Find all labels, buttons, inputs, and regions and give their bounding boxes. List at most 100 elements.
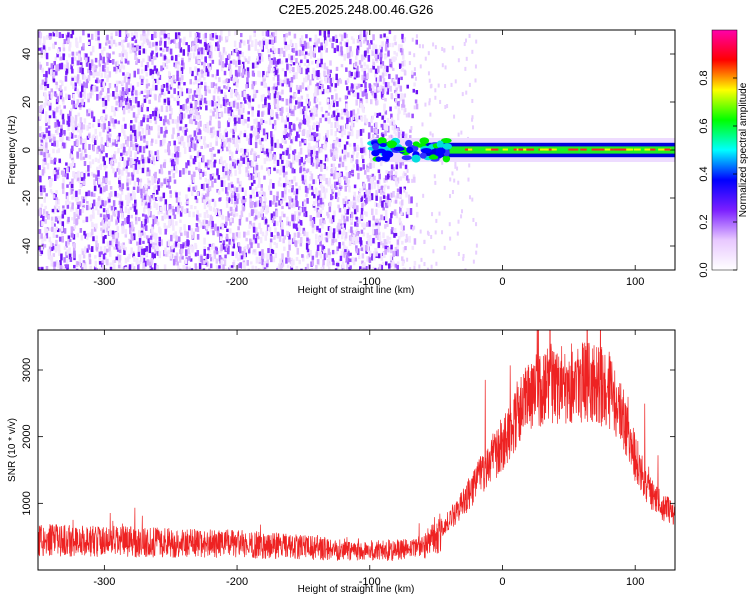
spectrogram-cell <box>202 225 205 229</box>
spectrogram-cell <box>284 124 287 131</box>
spectrogram-cell <box>302 167 306 172</box>
spectrogram-cell <box>285 33 288 38</box>
spectrogram-cell <box>87 41 90 46</box>
spectrogram-cell <box>303 212 306 217</box>
spectrogram-cell <box>405 191 408 198</box>
spectrogram-cell <box>314 233 318 240</box>
spectrogram-cell <box>297 214 300 219</box>
spectrogram-cell <box>321 204 324 211</box>
spectrogram-cell <box>338 157 342 162</box>
spectrogram-cell <box>304 175 307 180</box>
spectrogram-cell <box>378 189 381 194</box>
spectrogram-cell <box>270 248 274 254</box>
spectrogram-cell <box>247 116 250 122</box>
spectrogram-cell <box>312 150 315 158</box>
spectrogram-cell <box>111 230 115 235</box>
spectrogram-cell <box>121 266 125 270</box>
spectrogram-cell <box>308 125 311 130</box>
spectrogram-cell <box>115 231 118 237</box>
spectrogram-cell <box>259 237 263 244</box>
spectrogram-cell <box>100 230 104 238</box>
spectrogram-cell <box>279 153 283 160</box>
spectrogram-cell <box>306 59 309 63</box>
spectrogram-cell <box>153 78 157 84</box>
spectrogram-cell <box>135 60 138 65</box>
spectrogram-cell <box>317 122 320 128</box>
spectrogram-cell <box>166 119 170 124</box>
spectrogram-cell <box>237 135 241 140</box>
spectrogram-cell <box>394 174 397 181</box>
spectrogram-cell <box>234 76 237 82</box>
spectrogram-cell <box>338 188 341 196</box>
spectrogram-cell <box>351 84 354 89</box>
spectrogram-cell <box>88 144 91 150</box>
spectrogram-cell <box>409 135 412 141</box>
spectrogram-cell <box>72 251 76 259</box>
spectrogram-cell <box>400 76 403 81</box>
spectrogram-cell <box>95 244 99 251</box>
spectrogram-cell <box>380 64 383 69</box>
spectrogram-cell <box>373 250 376 258</box>
spectrogram-cell <box>38 146 42 152</box>
spectrogram-cell <box>102 178 105 184</box>
spectrogram-cell <box>146 61 150 68</box>
spectrogram-cell <box>106 66 109 73</box>
spectrogram-cell <box>321 164 325 169</box>
spectrogram-cell <box>159 116 163 122</box>
spectrogram-cell <box>51 135 54 141</box>
spectrogram-cell <box>191 246 195 251</box>
spectrogram-cell <box>344 165 348 171</box>
spectrogram-cell <box>76 76 80 84</box>
spectrogram-cell <box>378 178 381 185</box>
spectrogram-cell <box>124 94 127 99</box>
spectrogram-cell <box>87 190 91 197</box>
spectrogram-cell <box>126 178 129 185</box>
spectrogram-cell <box>363 191 367 199</box>
spectrogram-cell <box>72 226 75 231</box>
spectrogram-cell <box>115 67 118 72</box>
spectrogram-cell <box>321 222 324 229</box>
spectrogram-cell <box>359 167 363 171</box>
spectrogram-cell <box>178 256 182 263</box>
spectrogram-cell <box>246 101 250 105</box>
spectrogram-cell <box>248 102 251 109</box>
spectrogram-cell <box>274 30 278 36</box>
spectrogram-cell <box>177 32 181 36</box>
spectrogram-cell <box>220 89 223 94</box>
spectrogram-cell <box>204 261 207 266</box>
spectrogram-cell <box>397 77 401 85</box>
spectrogram-cell <box>39 64 43 70</box>
spectrogram-cell <box>362 222 365 228</box>
spectrogram-cell <box>216 230 220 237</box>
spectrogram-cell <box>236 198 239 204</box>
spectrogram-cell <box>292 150 295 155</box>
spectrogram-cell <box>180 251 183 257</box>
spectrogram-cell <box>400 211 403 216</box>
spectrogram-cell <box>146 170 149 177</box>
spectrogram-cell <box>293 33 297 39</box>
spectrogram-cell <box>45 127 49 134</box>
spectrogram-cell <box>233 126 237 130</box>
spectrogram-cell <box>148 261 152 266</box>
spectrogram-cell <box>353 147 357 152</box>
spectrogram-cell <box>122 45 125 52</box>
spectrogram-cell <box>336 246 340 252</box>
spectrogram-cell <box>392 119 396 125</box>
spectrogram-cell <box>99 213 103 218</box>
spectrogram-cell <box>239 149 243 153</box>
spectrogram-cell <box>131 224 134 229</box>
spectrogram-cell <box>293 190 296 195</box>
spectrogram-cell <box>124 194 128 201</box>
spectrogram-cell <box>179 47 183 53</box>
spectrogram-cell <box>216 130 220 138</box>
spectrogram-cell <box>106 214 110 218</box>
spectrogram-cell <box>312 216 316 224</box>
spectrogram-cell <box>325 254 329 258</box>
spectrogram-cell <box>105 177 108 184</box>
spectrogram-cell <box>72 171 75 178</box>
spectrogram-cell <box>162 55 165 61</box>
spectrogram-cell <box>255 232 259 238</box>
spectrogram-cell <box>76 151 79 158</box>
